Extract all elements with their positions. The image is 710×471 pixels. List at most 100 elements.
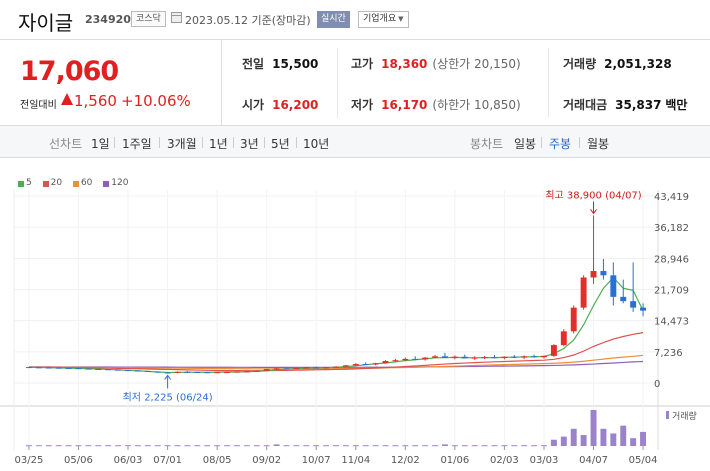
low-annotation: 최저 2,225 (06/24): [123, 391, 213, 403]
volume-bar: [273, 444, 280, 446]
candle-body: [432, 356, 439, 358]
calendar-icon: [171, 12, 182, 23]
divider: [337, 48, 338, 118]
candle-body: [303, 367, 310, 369]
x-tick-label: 03/25: [15, 455, 44, 466]
volume-bar: [501, 445, 508, 447]
legend-ma20: 20: [42, 178, 62, 188]
volume-bar: [590, 410, 597, 446]
candle-body: [461, 356, 468, 359]
divider: [541, 137, 542, 148]
volume-cell: 거래량 2,051,328: [563, 55, 672, 72]
period-1w-tab[interactable]: 1주일: [122, 137, 152, 151]
y-tick-label: 28,946: [654, 254, 689, 265]
candle-body: [531, 356, 538, 358]
candle-body: [35, 367, 42, 369]
divider: [233, 137, 234, 148]
volume-bar: [521, 445, 528, 447]
period-10y-tab[interactable]: 10년: [303, 137, 330, 151]
x-tick-label: 05/06: [64, 455, 93, 466]
down-arrow-icon: [590, 209, 597, 215]
divider: [114, 137, 115, 148]
volume-bar: [342, 445, 349, 447]
current-price: 17,060: [20, 56, 119, 87]
candle-body: [372, 363, 379, 365]
legend-ma60: 60: [72, 178, 92, 188]
candle-daily-tab[interactable]: 일봉: [514, 137, 537, 151]
ma60-line: [28, 354, 644, 370]
volume-bar: [263, 445, 270, 447]
candle-body: [65, 367, 72, 369]
change-value: 1,560: [74, 92, 117, 110]
candle-body: [184, 371, 191, 373]
candle-body: [640, 307, 647, 311]
candle-body: [174, 371, 181, 373]
candle-body: [521, 356, 528, 358]
volume-bar: [184, 445, 191, 447]
volume-bar: [253, 445, 260, 447]
volume-bar: [125, 445, 131, 447]
volume-bar: [323, 445, 330, 447]
volume-bar: [154, 445, 161, 447]
volume-bar: [580, 435, 587, 446]
candle-body: [620, 296, 627, 302]
volume-bar: [550, 439, 557, 446]
lower-limit-value: 10,850): [474, 98, 521, 112]
candle-weekly-tab[interactable]: 주봉: [549, 137, 572, 151]
open-value: 16,200: [272, 98, 319, 112]
x-tick-label: 06/03: [114, 455, 143, 466]
volume-bar: [233, 445, 240, 447]
y-tick-label: 21,709: [654, 286, 689, 297]
candle-body: [333, 366, 339, 368]
volume-bar: [570, 428, 577, 446]
candle-body: [570, 307, 577, 332]
volume-bar: [204, 445, 211, 447]
legend-ma5: 5: [18, 178, 32, 188]
company-overview-dropdown[interactable]: 기업개요 ▼: [358, 11, 409, 28]
volume-bar: [481, 445, 488, 447]
candle-monthly-tab[interactable]: 월봉: [587, 137, 610, 151]
candle-chart-label: 봉차트: [470, 137, 504, 151]
lower-limit-label: (하한가: [432, 98, 471, 112]
stock-header: 자이글 234920 코스닥 2023.05.12 기준(장마감) 실시간 기업…: [0, 0, 710, 40]
candle-body: [45, 367, 52, 369]
divider: [264, 137, 265, 148]
candle-body: [75, 368, 82, 370]
period-5y-tab[interactable]: 5년: [271, 137, 290, 151]
y-tick-label: 36,182: [654, 223, 689, 234]
divider: [579, 137, 580, 148]
legend-swatch: [42, 181, 49, 187]
volume-bar: [214, 445, 221, 447]
volume-bar: [620, 425, 627, 446]
up-arrow-icon: [164, 374, 172, 380]
period-3y-tab[interactable]: 3년: [240, 137, 259, 151]
divider: [296, 137, 297, 148]
stock-name[interactable]: 자이글: [18, 11, 74, 35]
realtime-button[interactable]: 실시간: [317, 11, 350, 28]
volume-bar: [541, 445, 547, 447]
period-1d-tab[interactable]: 1일: [91, 137, 110, 151]
company-overview-label: 기업개요: [363, 14, 397, 24]
candle-body: [154, 371, 161, 373]
x-tick-label: 04/07: [579, 455, 608, 466]
candle-body: [560, 331, 567, 346]
legend-swatch: [72, 181, 79, 187]
period-1y-tab[interactable]: 1년: [209, 137, 228, 151]
period-3m-tab[interactable]: 3개월: [167, 137, 197, 151]
volume-bar: [610, 433, 617, 446]
volume-bar: [640, 431, 647, 446]
volume-bar: [560, 436, 567, 446]
legend-swatch: [18, 181, 24, 187]
volume-bar: [115, 445, 122, 447]
candle-body: [511, 356, 518, 358]
ma20-line: [28, 332, 644, 372]
volume-bar: [402, 445, 409, 447]
x-tick-label: 10/07: [302, 455, 331, 466]
candle-body: [550, 345, 557, 356]
price-summary: 17,060 전일대비 1,560 +10.06% 전일 15,500 고가 18,…: [0, 40, 710, 126]
upper-limit-label: (상한가: [432, 57, 471, 71]
candle-body: [233, 371, 240, 373]
volume-bar: [412, 445, 419, 447]
